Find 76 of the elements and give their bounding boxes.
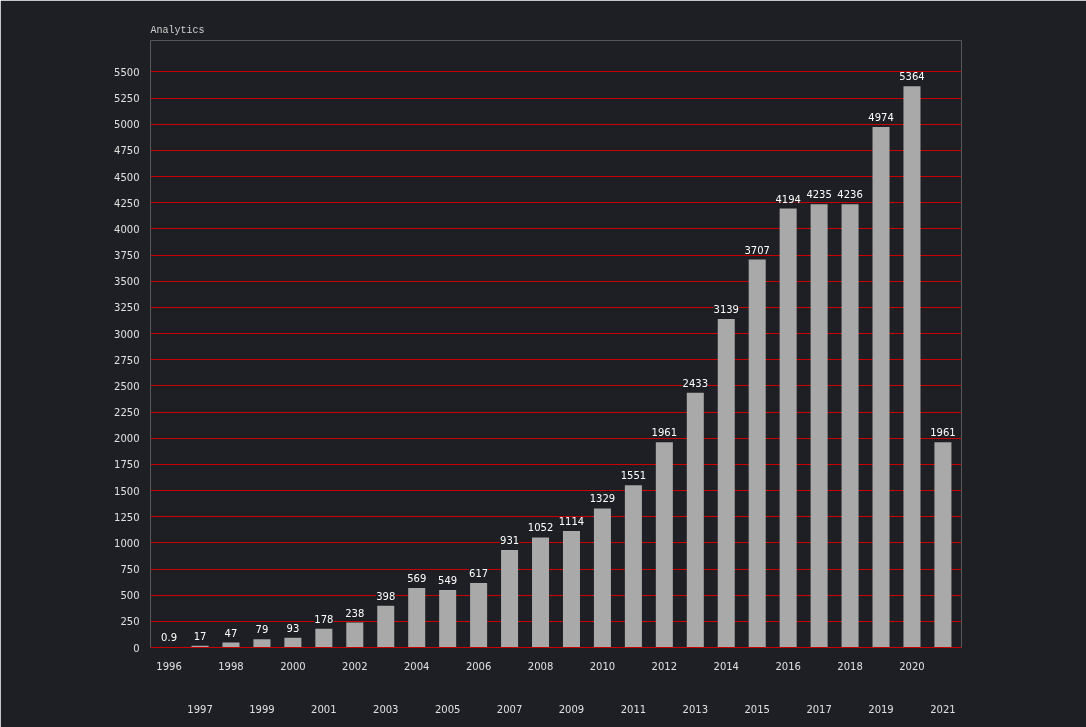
- data-label: 1052: [527, 522, 554, 534]
- y-tick-label: 2500: [114, 380, 140, 392]
- data-label: 93: [286, 622, 300, 634]
- data-label: 47: [224, 627, 238, 639]
- data-label: 1329: [589, 493, 616, 505]
- data-label: 617: [469, 567, 489, 579]
- y-tick-label: 1250: [114, 511, 140, 523]
- x-tick-label: 2010: [589, 660, 616, 672]
- x-tick-label: 2012: [651, 660, 678, 672]
- data-label: 1961: [651, 427, 678, 439]
- data-label: 4974: [868, 111, 894, 123]
- x-tick-label: 2004: [403, 660, 430, 672]
- data-label: 17: [193, 630, 207, 642]
- x-tick-label: 2008: [527, 660, 554, 672]
- data-label: 569: [407, 572, 427, 584]
- y-tick-label: 4000: [114, 223, 140, 235]
- data-label: 4236: [837, 189, 863, 201]
- x-tick-label: 2006: [465, 660, 492, 672]
- y-tick-label: 0: [133, 642, 140, 654]
- y-tick-label: 5250: [114, 93, 140, 105]
- data-label: 178: [314, 613, 334, 625]
- data-label: 1114: [558, 515, 585, 527]
- x-tick-label: 2003: [373, 703, 399, 715]
- x-tick-label: 2000: [280, 660, 306, 672]
- x-tick-label: 2009: [558, 703, 585, 715]
- x-tick-label: 1998: [218, 660, 244, 672]
- y-tick-label: 5000: [114, 119, 140, 131]
- y-tick-label: 250: [120, 616, 140, 628]
- data-label: 1551: [620, 470, 647, 482]
- data-label: 79: [255, 624, 269, 636]
- x-tick-label: 2015: [744, 703, 770, 715]
- data-label: 549: [438, 575, 458, 587]
- data-label: 1961: [930, 427, 956, 439]
- data-label: 0.9: [161, 632, 178, 644]
- data-label: 4235: [806, 189, 832, 201]
- x-tick-label: 2018: [837, 660, 863, 672]
- y-tick-label: 3250: [114, 302, 140, 314]
- x-tick-label: 2013: [682, 703, 709, 715]
- y-tick-label: 1500: [114, 485, 140, 497]
- y-tick-label: 4250: [114, 197, 140, 209]
- data-label: 398: [376, 590, 396, 602]
- data-label: 3707: [744, 244, 770, 256]
- x-tick-label: 2016: [775, 660, 801, 672]
- data-label: 931: [500, 535, 520, 547]
- data-label: 4194: [775, 193, 801, 205]
- x-tick-label: 2007: [496, 703, 523, 715]
- y-tick-label: 5500: [114, 66, 140, 78]
- x-tick-label: 1997: [187, 703, 213, 715]
- y-tick-label: 500: [120, 590, 140, 602]
- x-tick-label: 2002: [342, 660, 368, 672]
- x-tick-label: 2020: [899, 660, 925, 672]
- x-tick-label: 1996: [156, 660, 182, 672]
- x-tick-label: 2014: [713, 660, 739, 672]
- chart-title: Analytics: [150, 24, 205, 36]
- data-label: 5364: [899, 71, 925, 83]
- x-tick-label: 1999: [249, 703, 275, 715]
- data-label: 238: [345, 607, 365, 619]
- y-tick-label: 2250: [114, 407, 140, 419]
- y-tick-label: 1750: [114, 459, 140, 471]
- x-tick-label: 2011: [620, 703, 647, 715]
- x-tick-label: 2021: [930, 703, 956, 715]
- y-tick-label: 3750: [114, 250, 140, 262]
- x-tick-label: 2019: [868, 703, 894, 715]
- x-tick-label: 2001: [311, 703, 337, 715]
- data-label: 2433: [682, 377, 709, 389]
- x-tick-label: 2017: [806, 703, 832, 715]
- y-tick-label: 2750: [114, 354, 140, 366]
- y-tick-label: 2000: [114, 433, 140, 445]
- y-tick-label: 3000: [114, 328, 140, 340]
- y-tick-label: 4750: [114, 145, 140, 157]
- y-tick-label: 1000: [114, 537, 140, 549]
- y-tick-label: 750: [120, 564, 140, 576]
- y-tick-label: 4500: [114, 171, 140, 183]
- data-label: 3139: [713, 303, 739, 315]
- x-tick-label: 2005: [434, 703, 461, 715]
- y-tick-label: 3500: [114, 276, 140, 288]
